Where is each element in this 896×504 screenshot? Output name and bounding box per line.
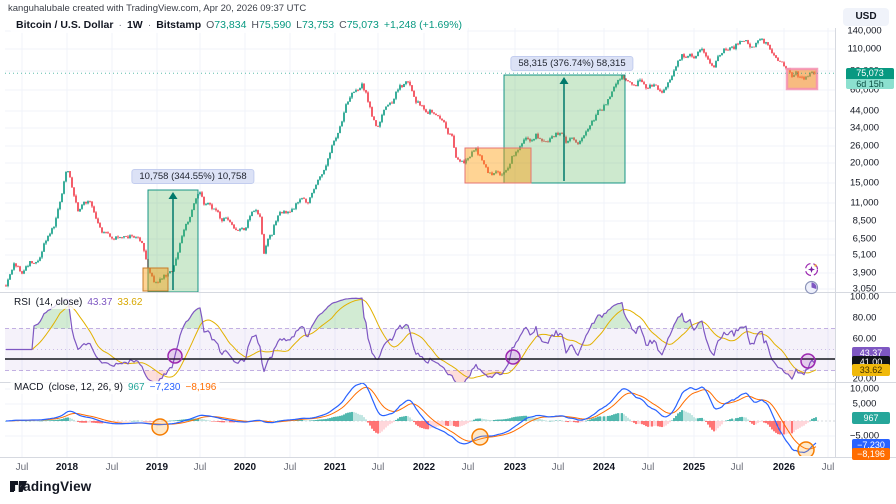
macd-signal-badge: −8,196: [852, 447, 890, 460]
time-tick-label: 2023: [503, 462, 527, 473]
price-tick-label: 140,000: [847, 25, 882, 37]
bar-countdown: 6d 15h: [846, 79, 894, 89]
time-tick-label: Jul: [15, 462, 29, 473]
time-tick-label: 2026: [772, 462, 796, 473]
time-tick-label: Jul: [641, 462, 655, 473]
time-tick-label: Jul: [461, 462, 475, 473]
ohlc-values: O73,834 H75,590 L73,753 C75,073: [206, 19, 379, 31]
time-tick-label: 2020: [233, 462, 257, 473]
rsi-legend[interactable]: RSI (14, close) 43.37 33.62: [10, 296, 147, 309]
time-tick-label: Jul: [730, 462, 744, 473]
macd-title[interactable]: MACD: [14, 382, 44, 393]
rsi-value: 43.37: [87, 297, 113, 308]
time-tick-label: 2021: [323, 462, 347, 473]
long-position-tool-1[interactable]: [143, 190, 198, 293]
price-tick-label: 34,000: [849, 122, 880, 134]
ohlc-label: C: [339, 19, 347, 31]
price-tick-label: 80.00: [852, 312, 877, 324]
price-tick-label: 60.00: [852, 333, 877, 345]
price-tick-label: 10,000: [849, 383, 880, 395]
price-tick-label: 15,000: [849, 177, 880, 189]
price-tick-label: −5,000: [849, 430, 880, 442]
time-axis[interactable]: Jul 2018 Jul 2019 Jul 2020 Jul 2021 Jul 2022 Jul 20…: [0, 458, 835, 480]
last-price-badge: 75,073 6d 15h: [846, 68, 894, 89]
rsi-ma-value: 33.62: [117, 297, 143, 308]
ohlc-value: 73,753: [301, 19, 335, 31]
time-tick-label: 2022: [412, 462, 436, 473]
sparkle-event-icon[interactable]: [804, 262, 819, 277]
time-tick-label: Jul: [105, 462, 119, 473]
price-tick-label: 100.00: [849, 291, 880, 303]
price-tick-label: 44,000: [849, 105, 880, 117]
currency-button[interactable]: USD: [843, 8, 889, 26]
highlight-selection-box[interactable]: [786, 68, 818, 90]
price-tick-label: 20.00: [852, 373, 877, 385]
symbol-title[interactable]: Bitcoin / U.S. Dollar: [16, 19, 114, 31]
macd-hist-badge: 967: [852, 412, 890, 424]
time-tick-label: Jul: [551, 462, 565, 473]
interval-label[interactable]: 1W: [126, 19, 143, 31]
price-tick-label: 20,000: [849, 157, 880, 169]
rsi-params: (14, close): [35, 297, 83, 308]
last-price-value: 75,073: [846, 68, 894, 79]
time-tick-label: Jul: [283, 462, 297, 473]
macd-legend[interactable]: MACD (close, 12, 26, 9) 967 −7,230 −8,19…: [10, 381, 221, 394]
rsi-ma-badge: 33.62: [852, 364, 890, 376]
price-tick-label: 3,900: [852, 267, 877, 279]
ohlc-value: 75,590: [259, 19, 292, 31]
symbol-legend[interactable]: Bitcoin / U.S. Dollar · 1W · Bitstamp O7…: [10, 17, 469, 33]
price-tick-label: 26,000: [849, 140, 880, 152]
time-tick-label: Jul: [821, 462, 835, 473]
macd-line-value: −7,230: [149, 382, 181, 393]
exchange-label: Bitstamp: [156, 19, 202, 31]
separator-dot: ·: [147, 19, 152, 31]
price-tick-label: 8,500: [852, 215, 877, 227]
rsi-title[interactable]: RSI: [14, 297, 31, 308]
time-tick-label: 2019: [145, 462, 169, 473]
time-tick-label: 2024: [592, 462, 616, 473]
macd-signal-value: −8,196: [185, 382, 217, 393]
pie-event-icon[interactable]: [804, 280, 819, 295]
ohlc-value: 75,073: [346, 19, 379, 31]
tradingview-logo-text: TradingView: [10, 479, 92, 494]
time-tick-label: 2025: [682, 462, 706, 473]
separator-dot: ·: [118, 19, 122, 31]
time-tick-label: Jul: [193, 462, 207, 473]
price-tick-label: 6,500: [852, 233, 877, 245]
attribution-text: kanguhalubale created with TradingView.c…: [8, 3, 307, 14]
price-tick-label: 11,000: [850, 197, 879, 209]
macd-hist-value: 967: [127, 382, 145, 393]
tradingview-logo-mark-icon: [10, 481, 27, 492]
position-target-label-2[interactable]: 58,315 (376.74%) 58,315: [510, 56, 634, 71]
price-tick-label: 3,050: [852, 283, 877, 295]
ohlc-label: H: [251, 19, 260, 31]
ohlc-value: 73,834: [214, 19, 247, 31]
ohlc-label: L: [296, 19, 302, 31]
change-label: +1,248 (+1.69%): [383, 19, 463, 31]
price-tick-label: 5,100: [852, 249, 877, 261]
price-tick-label: 110,000: [847, 43, 882, 55]
price-tick-label: 5,000: [852, 398, 877, 410]
time-tick-label: Jul: [371, 462, 385, 473]
position-target-label-1[interactable]: 10,758 (344.55%) 10,758: [131, 169, 255, 184]
tradingview-logo[interactable]: TradingView: [10, 479, 91, 494]
macd-params: (close, 12, 26, 9): [48, 382, 123, 393]
time-tick-label: 2018: [55, 462, 79, 473]
ohlc-label: O: [206, 19, 215, 31]
long-position-tool-2[interactable]: [465, 75, 625, 183]
price-tick-label: 60,000: [849, 84, 880, 96]
